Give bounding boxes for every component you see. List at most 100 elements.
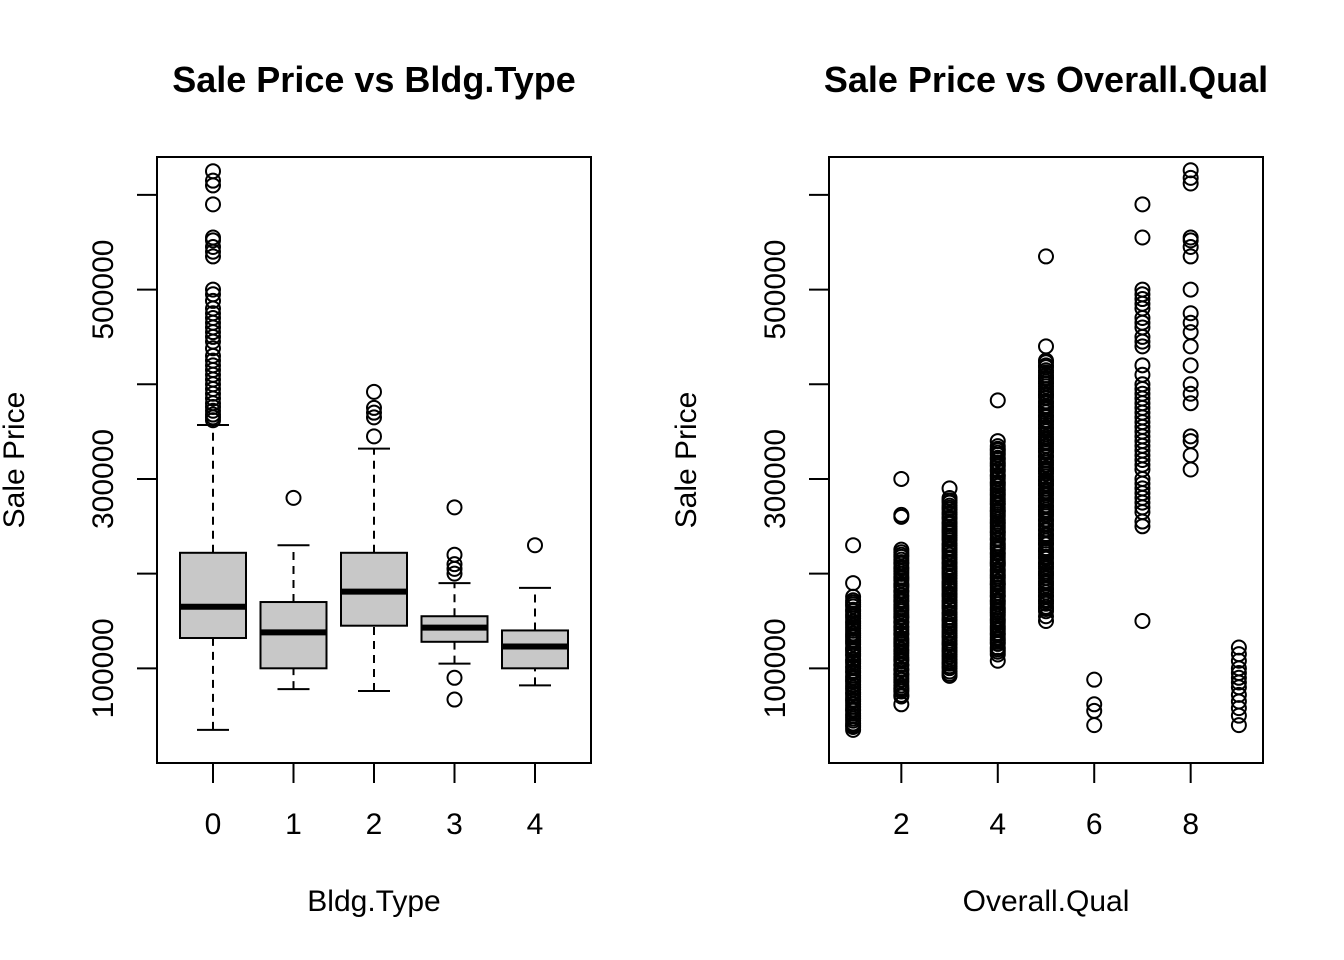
scatter-point xyxy=(1230,665,1247,682)
scatter-point xyxy=(941,480,958,497)
scatter-point xyxy=(1230,669,1247,686)
chart-title: Sale Price vs Bldg.Type xyxy=(172,59,576,100)
chart-title: Sale Price vs Overall.Qual xyxy=(824,59,1268,100)
scatter-point xyxy=(1182,238,1199,255)
scatter-point xyxy=(1134,281,1151,298)
scatter-point xyxy=(1182,433,1199,450)
x-tick-label: 2 xyxy=(893,808,910,841)
outlier-point xyxy=(205,172,221,189)
scatter-point xyxy=(1182,229,1199,246)
y-axis-label: Sale Price xyxy=(670,392,703,529)
outlier-point xyxy=(205,352,221,369)
y-axis-label: Sale Price xyxy=(0,392,31,529)
scatter-point xyxy=(893,470,910,487)
outlier-point xyxy=(205,163,221,180)
outlier-point xyxy=(205,305,221,322)
scatter-point xyxy=(1134,376,1151,393)
scatter-point xyxy=(1134,338,1151,355)
outlier-point xyxy=(446,565,463,582)
outlier-point xyxy=(366,399,382,416)
scatter-point xyxy=(1086,702,1103,719)
boxplot-panel: Sale Price vs Bldg.Type Bldg.Type Sale Pri… xyxy=(0,59,592,918)
scatter-point xyxy=(989,392,1006,409)
scatter-point xyxy=(989,438,1006,455)
outlier-point xyxy=(366,383,382,400)
scatter-point xyxy=(1182,248,1199,265)
scatter-point xyxy=(1182,461,1199,478)
scatter-point xyxy=(1230,717,1247,734)
scatter-point xyxy=(1134,612,1151,629)
box-iqr xyxy=(179,551,247,640)
outlier-point xyxy=(446,556,463,573)
x-tick-label: 4 xyxy=(527,808,544,841)
outlier-point xyxy=(205,357,221,374)
scatter-point xyxy=(1134,196,1151,213)
scatter-point xyxy=(1182,314,1199,331)
scatter-point xyxy=(1038,338,1054,355)
scatter-point xyxy=(1230,646,1247,663)
scatter-point xyxy=(1182,376,1199,393)
scatter-point xyxy=(1134,480,1151,497)
scatter-point xyxy=(1182,305,1199,322)
x-axis-label: Bldg.Type xyxy=(307,885,440,918)
scatter-point xyxy=(1086,717,1103,734)
y-tick-label: 100000 xyxy=(87,618,120,718)
outlier-point xyxy=(205,229,221,246)
scatter-point xyxy=(1230,639,1247,656)
scatter-point xyxy=(941,489,958,506)
plot-frame xyxy=(828,156,1264,764)
outlier-point xyxy=(446,691,463,708)
scatter-point xyxy=(1038,608,1054,625)
scatter-point xyxy=(1134,291,1151,308)
outlier-point xyxy=(205,309,221,326)
scatter-point xyxy=(1182,395,1199,412)
outlier-point xyxy=(205,340,221,357)
scatter-point xyxy=(1134,385,1151,402)
outlier-point xyxy=(205,196,221,213)
y-tick-label: 300000 xyxy=(87,429,120,529)
y-tick-label: 300000 xyxy=(759,429,792,529)
outlier-point xyxy=(205,238,221,255)
scatter-point xyxy=(1182,338,1199,355)
outlier-point xyxy=(446,669,463,686)
outlier-point xyxy=(205,292,221,309)
scatter-point xyxy=(1086,671,1103,688)
scatter-point xyxy=(1134,229,1151,246)
outlier-point xyxy=(527,537,543,554)
x-tick-label: 2 xyxy=(366,808,383,841)
scatter-point xyxy=(1134,366,1151,383)
scatter-point xyxy=(1038,612,1054,629)
outlier-point xyxy=(285,489,302,506)
x-tick-label: 4 xyxy=(989,808,1006,841)
x-tick-label: 6 xyxy=(1086,808,1103,841)
scatter-point xyxy=(1182,324,1199,341)
x-tick-label: 8 xyxy=(1182,808,1199,841)
scatter-point xyxy=(1182,385,1199,402)
scatter-point xyxy=(845,719,862,736)
scatter-point xyxy=(989,433,1006,450)
outlier-point xyxy=(366,428,382,445)
outlier-point xyxy=(446,499,463,516)
y-tick-label: 500000 xyxy=(759,240,792,340)
scatter-point xyxy=(893,696,910,713)
scatter-panel: Sale Price vs Overall.Qual Overall.Qual Sa… xyxy=(670,59,1268,918)
scatter-point xyxy=(1182,162,1199,179)
x-axis-label: Overall.Qual xyxy=(963,885,1130,918)
x-tick-label: 0 xyxy=(205,808,222,841)
y-tick-label: 100000 xyxy=(759,618,792,718)
scatter-point xyxy=(1182,169,1199,186)
scatter-point xyxy=(1038,248,1054,265)
scatter-point xyxy=(1182,447,1199,464)
scatter-point xyxy=(845,537,862,554)
scatter-point xyxy=(893,541,910,558)
outlier-point xyxy=(446,546,463,563)
outlier-point xyxy=(205,286,221,303)
scatter-point xyxy=(989,652,1006,669)
scatter-point xyxy=(1230,686,1247,703)
x-tick-label: 1 xyxy=(285,808,302,841)
x-tick-label: 3 xyxy=(446,808,463,841)
scatter-point xyxy=(893,506,910,523)
scatter-point xyxy=(1182,281,1199,298)
y-tick-label: 500000 xyxy=(87,240,120,340)
